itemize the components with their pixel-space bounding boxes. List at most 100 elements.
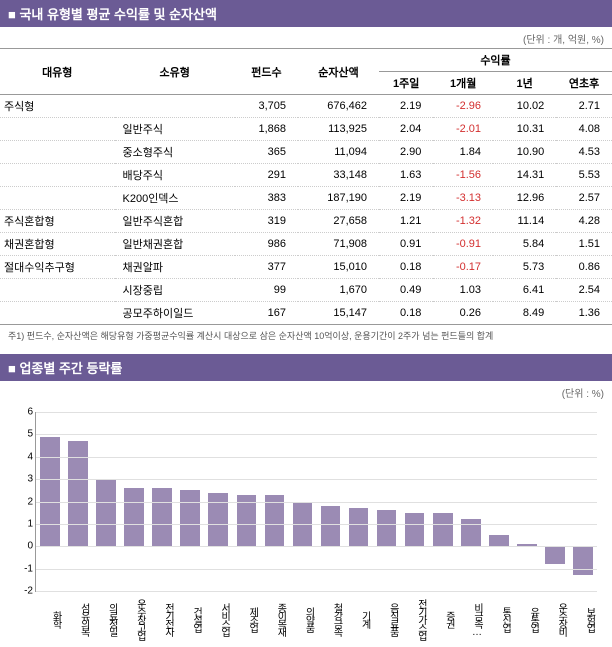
y-tick-label: -2 xyxy=(18,586,33,597)
cell-sub: 시장중립 xyxy=(115,279,235,302)
cell-y: 10.02 xyxy=(493,95,556,118)
x-tick-label: 건설업 xyxy=(175,592,203,642)
cell-cat xyxy=(0,164,115,187)
section2-title: 업종별 주간 등락률 xyxy=(0,354,612,381)
y-tick-label: 0 xyxy=(18,541,33,552)
cell-na: 15,147 xyxy=(298,302,379,325)
cell-ytd: 4.28 xyxy=(556,210,612,233)
x-tick-label: 종이목재 xyxy=(260,592,288,642)
returns-table: 대유형 소유형 펀드수 순자산액 수익률 1주일 1개월 1년 연초후 주식형3… xyxy=(0,48,612,325)
x-tick-label: 음식료품 xyxy=(372,592,400,642)
cell-ytd: 0.86 xyxy=(556,256,612,279)
th-fundcount: 펀드수 xyxy=(235,49,298,95)
table-row: 일반주식1,868113,9252.04-2.0110.314.08 xyxy=(0,118,612,141)
table-row: 배당주식29133,1481.63-1.5614.315.53 xyxy=(0,164,612,187)
table-row: 채권혼합형일반채권혼합98671,9080.91-0.915.841.51 xyxy=(0,233,612,256)
cell-w: 1.21 xyxy=(379,210,433,233)
section2-unit: (단위 : %) xyxy=(0,381,612,402)
y-tick-label: -1 xyxy=(18,563,33,574)
cell-cat: 주식혼합형 xyxy=(0,210,115,233)
section1-title: 국내 유형별 평균 수익률 및 순자산액 xyxy=(0,0,612,27)
table-row: 주식혼합형일반주식혼합31927,6581.21-1.3211.144.28 xyxy=(0,210,612,233)
cell-w: 2.19 xyxy=(379,187,433,210)
y-tick-label: 5 xyxy=(18,429,33,440)
x-tick-label: 전기전자 xyxy=(147,592,175,642)
cell-m: -2.01 xyxy=(433,118,493,141)
cell-y: 10.90 xyxy=(493,141,556,164)
x-tick-label: 제조업 xyxy=(232,592,260,642)
cell-y: 5.84 xyxy=(493,233,556,256)
x-tick-label: 유통업 xyxy=(513,592,541,642)
cell-cat xyxy=(0,187,115,210)
bar xyxy=(124,488,144,546)
cell-ytd: 4.53 xyxy=(556,141,612,164)
cell-cat: 채권혼합형 xyxy=(0,233,115,256)
cell-fc: 377 xyxy=(235,256,298,279)
bar xyxy=(405,513,425,547)
cell-sub: 배당주식 xyxy=(115,164,235,187)
x-tick-label: 섬유의복 xyxy=(63,592,91,642)
y-tick-label: 1 xyxy=(18,518,33,529)
cell-fc: 3,705 xyxy=(235,95,298,118)
cell-w: 0.91 xyxy=(379,233,433,256)
table-row: 공모주하이일드16715,1470.180.268.491.36 xyxy=(0,302,612,325)
x-tick-label: 전기가스업 xyxy=(400,592,428,642)
y-tick-label: 3 xyxy=(18,474,33,485)
cell-sub: 일반주식 xyxy=(115,118,235,141)
bar xyxy=(152,488,172,546)
weekly-change-chart: -2-10123456 화학섬유의복의료정밀운수창고업전기전자건설업서비스업제조… xyxy=(0,402,612,647)
cell-ytd: 2.71 xyxy=(556,95,612,118)
cell-cat xyxy=(0,118,115,141)
x-tick-label: 기계 xyxy=(344,592,372,642)
cell-sub: K200인덱스 xyxy=(115,187,235,210)
cell-m: 0.26 xyxy=(433,302,493,325)
cell-fc: 319 xyxy=(235,210,298,233)
cell-m: -0.91 xyxy=(433,233,493,256)
cell-cat: 절대수익추구형 xyxy=(0,256,115,279)
cell-m: -2.96 xyxy=(433,95,493,118)
th-week1: 1주일 xyxy=(379,72,433,95)
cell-na: 71,908 xyxy=(298,233,379,256)
cell-w: 2.19 xyxy=(379,95,433,118)
y-tick-label: 2 xyxy=(18,496,33,507)
th-year1: 1년 xyxy=(493,72,556,95)
x-tick-label: 증권 xyxy=(428,592,456,642)
cell-m: 1.84 xyxy=(433,141,493,164)
cell-sub: 채권알파 xyxy=(115,256,235,279)
cell-y: 5.73 xyxy=(493,256,556,279)
cell-w: 0.18 xyxy=(379,302,433,325)
th-subcat: 소유형 xyxy=(115,49,235,95)
th-returns: 수익률 xyxy=(379,49,612,72)
x-tick-label: 서비스업 xyxy=(204,592,232,642)
cell-na: 15,010 xyxy=(298,256,379,279)
table-row: 시장중립991,6700.491.036.412.54 xyxy=(0,279,612,302)
cell-cat: 주식형 xyxy=(0,95,115,118)
cell-cat xyxy=(0,141,115,164)
bar xyxy=(180,490,200,546)
cell-sub: 중소형주식 xyxy=(115,141,235,164)
cell-y: 11.14 xyxy=(493,210,556,233)
cell-na: 33,148 xyxy=(298,164,379,187)
cell-fc: 291 xyxy=(235,164,298,187)
cell-fc: 365 xyxy=(235,141,298,164)
cell-ytd: 4.08 xyxy=(556,118,612,141)
th-netasset: 순자산액 xyxy=(298,49,379,95)
bar xyxy=(545,546,565,564)
table-row: 주식형3,705676,4622.19-2.9610.022.71 xyxy=(0,95,612,118)
cell-m: -1.32 xyxy=(433,210,493,233)
table-row: 절대수익추구형채권알파37715,0100.18-0.175.730.86 xyxy=(0,256,612,279)
cell-w: 1.63 xyxy=(379,164,433,187)
cell-y: 10.31 xyxy=(493,118,556,141)
cell-ytd: 2.54 xyxy=(556,279,612,302)
footnote: 주1) 펀드수, 순자산액은 해당유형 가중평균수익률 계산시 대상으로 삼은 … xyxy=(0,325,612,354)
cell-m: -1.56 xyxy=(433,164,493,187)
table-row: 중소형주식36511,0942.901.8410.904.53 xyxy=(0,141,612,164)
bar xyxy=(265,495,285,546)
cell-ytd: 1.51 xyxy=(556,233,612,256)
cell-fc: 383 xyxy=(235,187,298,210)
bar xyxy=(433,513,453,547)
table-row: K200인덱스383187,1902.19-3.1312.962.57 xyxy=(0,187,612,210)
bar xyxy=(40,437,60,547)
cell-fc: 986 xyxy=(235,233,298,256)
cell-ytd: 5.53 xyxy=(556,164,612,187)
